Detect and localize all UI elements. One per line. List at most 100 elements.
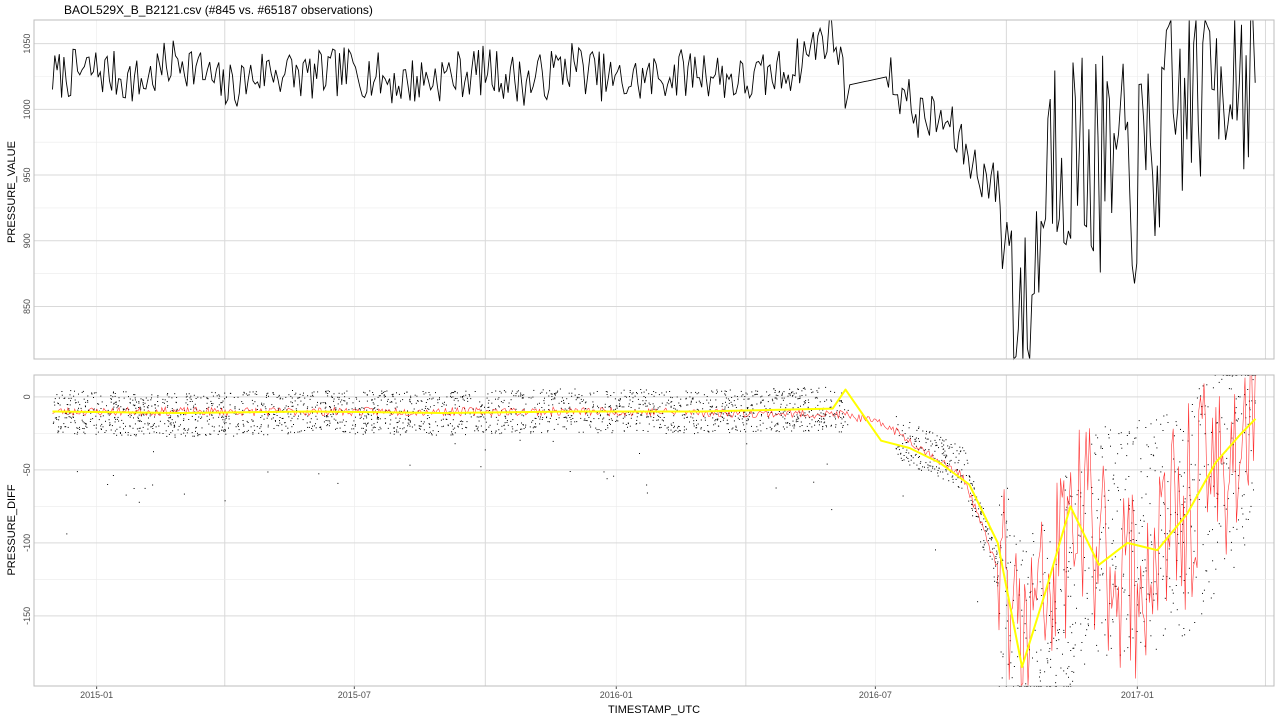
data-point	[761, 415, 762, 417]
data-point	[1071, 632, 1073, 634]
data-point	[711, 405, 713, 407]
data-point	[625, 414, 627, 416]
data-point	[64, 426, 66, 428]
data-point	[942, 439, 944, 441]
data-point	[596, 391, 598, 392]
data-point	[783, 397, 785, 399]
data-point	[1160, 514, 1161, 516]
data-point	[776, 414, 778, 415]
data-point	[1170, 514, 1172, 516]
data-point	[1065, 475, 1067, 477]
data-point	[689, 396, 691, 398]
data-point	[1166, 414, 1168, 416]
data-point	[1174, 471, 1176, 473]
data-point	[644, 403, 646, 405]
data-point	[1152, 454, 1154, 456]
data-point	[288, 416, 290, 418]
data-point	[384, 394, 385, 396]
data-point	[212, 411, 214, 413]
data-point	[756, 403, 758, 405]
data-point	[1254, 402, 1256, 404]
data-point	[1123, 650, 1125, 652]
data-point	[91, 393, 93, 395]
data-point	[170, 415, 172, 417]
data-point	[429, 426, 431, 428]
data-point	[135, 434, 137, 436]
data-point	[100, 428, 102, 430]
data-point	[1243, 494, 1245, 496]
data-point	[734, 395, 736, 397]
data-point	[238, 408, 240, 410]
data-point	[415, 429, 417, 431]
data-point	[1072, 542, 1074, 544]
data-point	[897, 424, 899, 426]
data-point	[673, 430, 675, 432]
data-point	[498, 405, 499, 407]
data-point	[137, 420, 139, 422]
data-point	[327, 420, 329, 422]
data-point	[947, 465, 949, 466]
data-point	[993, 547, 995, 549]
data-point	[414, 424, 416, 426]
data-point	[166, 401, 168, 403]
data-point	[925, 433, 927, 435]
data-point	[541, 391, 543, 393]
data-point	[665, 391, 667, 393]
data-point	[324, 402, 326, 403]
data-point	[274, 414, 276, 415]
data-point	[927, 438, 929, 440]
data-point	[760, 430, 762, 432]
data-point	[566, 398, 568, 400]
data-point	[1120, 444, 1122, 445]
data-point	[686, 404, 688, 406]
data-point	[709, 413, 711, 415]
data-point	[229, 404, 231, 406]
data-point	[153, 431, 155, 433]
data-point	[761, 414, 762, 415]
data-point	[391, 394, 393, 395]
data-point	[619, 403, 620, 405]
data-point	[969, 476, 971, 478]
data-point	[216, 406, 218, 408]
data-point	[786, 404, 788, 406]
data-point	[61, 394, 63, 396]
data-point	[1180, 428, 1181, 430]
data-point	[1063, 569, 1065, 571]
data-point	[808, 417, 810, 419]
data-point	[1161, 529, 1163, 531]
data-point	[1176, 424, 1178, 426]
data-point	[699, 402, 701, 404]
data-point	[1015, 543, 1017, 545]
data-point	[520, 392, 522, 394]
data-point	[120, 406, 122, 408]
data-point	[1215, 568, 1217, 570]
data-point	[565, 428, 567, 430]
data-point	[206, 420, 208, 422]
data-point	[793, 393, 795, 395]
data-point	[404, 418, 406, 420]
data-point	[118, 397, 120, 399]
data-point	[446, 419, 448, 420]
data-point	[1113, 474, 1115, 476]
data-point	[441, 406, 443, 407]
data-point	[278, 409, 280, 411]
data-point	[531, 421, 533, 423]
data-point	[659, 417, 661, 418]
data-point	[937, 475, 939, 477]
data-point	[282, 410, 284, 412]
data-point	[87, 395, 89, 397]
data-point	[485, 421, 487, 423]
data-point	[1068, 561, 1070, 563]
data-point	[532, 427, 534, 429]
data-point	[242, 423, 244, 425]
data-point	[1121, 528, 1123, 530]
data-point	[1069, 547, 1071, 549]
data-point	[706, 399, 708, 401]
data-point	[189, 397, 191, 399]
data-point	[1150, 454, 1152, 455]
data-point	[483, 416, 485, 418]
data-point	[97, 403, 99, 405]
data-point	[956, 450, 958, 452]
data-point	[935, 445, 937, 447]
data-point	[542, 389, 544, 391]
